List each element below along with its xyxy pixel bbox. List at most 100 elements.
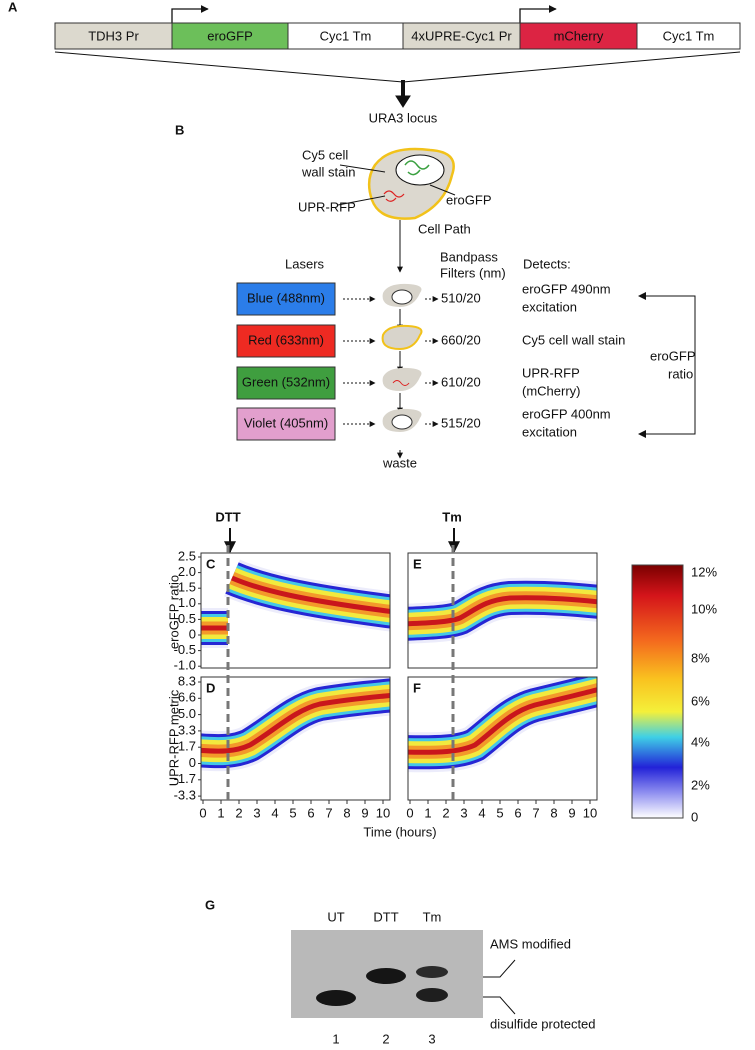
x-tick-label: 10: [376, 805, 390, 820]
colorbar: [631, 564, 684, 819]
colorbar-tick: 10%: [691, 601, 717, 616]
header: Lasers: [285, 256, 325, 271]
y-tick-label: -1.0: [174, 658, 196, 673]
density: [201, 559, 390, 648]
panel-label: C: [206, 556, 216, 571]
detects: eroGFP 400nm: [522, 406, 611, 421]
laser-name: Red (633nm): [248, 332, 324, 347]
y-tick-label: -1.7: [174, 771, 196, 786]
y-tick-label: 1.0: [178, 595, 196, 610]
x-tick-label: 8: [550, 805, 557, 820]
lane-number: 3: [428, 1031, 435, 1046]
x-tick-label: 5: [289, 805, 296, 820]
detects: excitation: [522, 299, 577, 314]
cell-label: Cy5 cell: [302, 147, 348, 162]
band-label: AMS modified: [490, 936, 571, 951]
laser-name: Violet (405nm): [244, 415, 328, 430]
ratio-label: eroGFP: [650, 348, 696, 363]
y-tick-label: 2.0: [178, 564, 196, 579]
arrowhead: [638, 292, 646, 438]
y-tick-label: 1.7: [178, 739, 196, 754]
construct-part: [171, 22, 289, 50]
waste: waste: [382, 455, 417, 470]
panel-label: A: [8, 0, 18, 14]
header: Filters (nm): [440, 265, 506, 280]
colorbar-tick: 12%: [691, 564, 717, 579]
plot-frame: [407, 676, 598, 801]
rfp: [392, 380, 410, 386]
colorbar-tick: 6%: [691, 693, 710, 708]
part-label: eroGFP: [207, 28, 253, 43]
x-tick-label: 0: [199, 805, 206, 820]
lane-label: UT: [327, 909, 344, 924]
treatment: DTT: [215, 509, 240, 524]
construct-part: [636, 22, 741, 50]
x-tick-label: 1: [424, 805, 431, 820]
x-tick-label: 4: [271, 805, 278, 820]
x-tick-label: 1: [217, 805, 224, 820]
x-tick-label: 2: [235, 805, 242, 820]
y-tick-label: 2.5: [178, 548, 196, 563]
filter: 660/20: [441, 332, 481, 347]
x-tick-label: 3: [253, 805, 260, 820]
density-band: [201, 692, 390, 754]
filter: 510/20: [441, 290, 481, 305]
y-tick-label: -0.5: [174, 642, 196, 657]
plot-frame: [200, 676, 391, 801]
colorbar-tick: 4%: [691, 734, 710, 749]
cell: [382, 367, 422, 391]
x-tick-label: 6: [514, 805, 521, 820]
filter: 610/20: [441, 374, 481, 389]
part-label: TDH3 Pr: [88, 28, 139, 43]
nucleus: [391, 414, 413, 430]
x-tick-label: 6: [307, 805, 314, 820]
density: [408, 677, 597, 773]
treatment: Tm: [442, 509, 462, 524]
cell-path: Cell Path: [418, 221, 471, 236]
plot-frame: [407, 552, 598, 669]
filter: 515/20: [441, 415, 481, 430]
lane-number: 1: [332, 1031, 339, 1046]
y-tick-label: 8.3: [178, 673, 196, 688]
laser-box: [236, 282, 336, 316]
x-tick-label: 7: [532, 805, 539, 820]
x-tick-label: 4: [478, 805, 485, 820]
lane-label: Tm: [423, 909, 442, 924]
cell-label: wall stain: [301, 164, 355, 179]
x-tick-label: 9: [361, 805, 368, 820]
y-tick-label: 5.0: [178, 706, 196, 721]
colorbar-tick: 2%: [691, 777, 710, 792]
cell-label: UPR-RFP: [298, 199, 356, 214]
y-tick-label: 6.6: [178, 690, 196, 705]
y-label: UPR-RFP metric: [166, 689, 181, 786]
panel-label: F: [413, 680, 421, 695]
y-tick-label: 0: [189, 755, 196, 770]
y-tick-label: 1.5: [178, 580, 196, 595]
header: Bandpass: [440, 249, 498, 264]
detects: UPR-RFP: [522, 365, 580, 380]
nucleus: [391, 289, 413, 305]
laser-name: Green (532nm): [242, 374, 330, 389]
western-blot: [291, 930, 516, 1018]
density-band: [408, 687, 597, 755]
colorbar-tick: 0: [691, 809, 698, 824]
detects: (mCherry): [522, 383, 581, 398]
x-tick-label: 7: [325, 805, 332, 820]
plot-frame: [200, 552, 391, 669]
x-tick-label: 0: [406, 805, 413, 820]
bracket: [640, 295, 696, 435]
density-band: [201, 575, 390, 631]
laser-name: Blue (488nm): [247, 290, 325, 305]
y-tick-label: 0.5: [178, 611, 196, 626]
density-plots: [198, 545, 598, 804]
laser-box: [236, 407, 336, 441]
panel-label: E: [413, 556, 422, 571]
construct-lines: [54, 5, 741, 108]
detects: eroGFP 490nm: [522, 281, 611, 296]
cell-label: eroGFP: [446, 192, 492, 207]
x-tick-label: 10: [583, 805, 597, 820]
header: Detects:: [523, 256, 571, 271]
lane-number: 2: [382, 1031, 389, 1046]
band-label: disulfide protected: [490, 1016, 596, 1031]
